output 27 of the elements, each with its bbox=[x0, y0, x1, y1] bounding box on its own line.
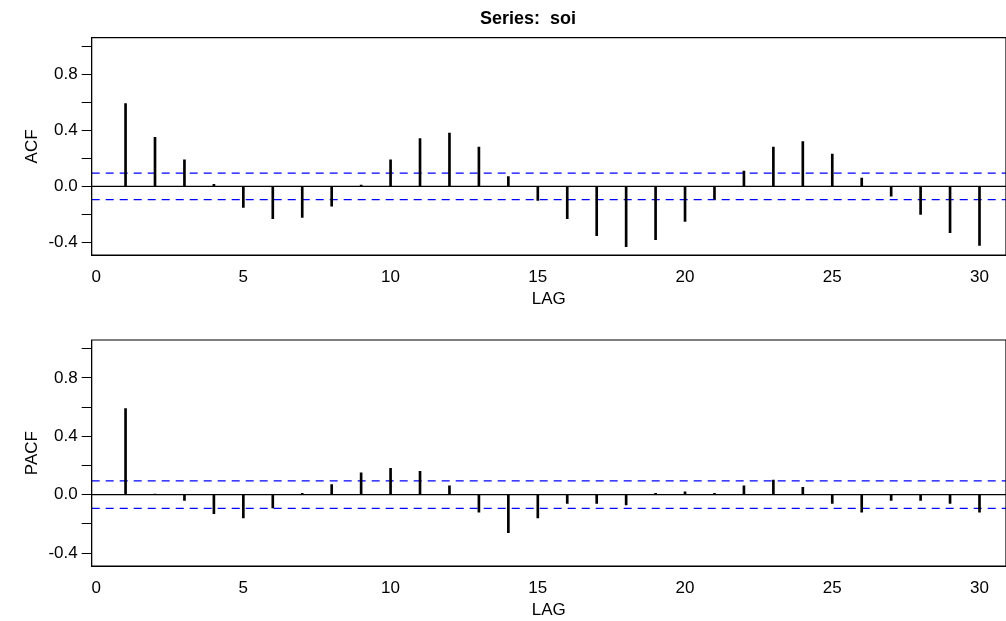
x-tick-label: 15 bbox=[528, 578, 548, 598]
x-tick-label: 0 bbox=[91, 578, 101, 598]
x-tick-label: 5 bbox=[238, 578, 249, 598]
y-tick-label: -0.4 bbox=[48, 542, 78, 562]
y-tick-label: 0.4 bbox=[54, 119, 78, 139]
x-axis-title: LAG bbox=[531, 289, 566, 309]
x-tick-label: 25 bbox=[822, 267, 842, 287]
y-tick-label: 0.0 bbox=[54, 484, 78, 504]
chart-title: Series: soi bbox=[479, 7, 577, 28]
y-tick-label: 0.8 bbox=[54, 367, 78, 387]
x-tick-label: 10 bbox=[381, 267, 401, 287]
x-tick-label: 10 bbox=[381, 578, 401, 598]
x-tick-label: 5 bbox=[238, 267, 249, 287]
x-tick-label: 30 bbox=[970, 267, 989, 287]
y-tick-label: 0.0 bbox=[54, 176, 78, 196]
y-tick-label: 0.4 bbox=[54, 426, 78, 445]
x-tick-label: 15 bbox=[528, 267, 548, 287]
x-axis-title: LAG bbox=[531, 600, 566, 620]
x-tick-label: 0 bbox=[91, 267, 101, 287]
x-tick-label: 20 bbox=[675, 578, 695, 598]
y-tick-label: -0.4 bbox=[48, 232, 78, 252]
y-tick-label: 0.8 bbox=[54, 63, 78, 83]
y-axis-title: ACF bbox=[21, 129, 41, 164]
y-axis-title: PACF bbox=[21, 431, 41, 476]
x-tick-label: 20 bbox=[675, 267, 695, 287]
x-tick-label: 25 bbox=[822, 578, 842, 598]
x-tick-label: 30 bbox=[970, 578, 989, 598]
